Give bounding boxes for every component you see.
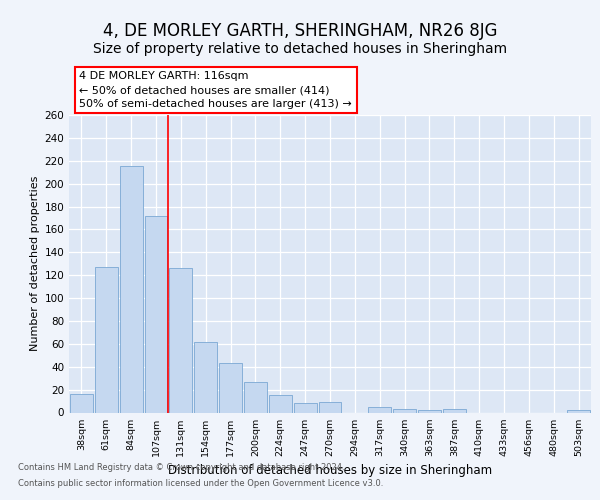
Text: 4 DE MORLEY GARTH: 116sqm
← 50% of detached houses are smaller (414)
50% of semi: 4 DE MORLEY GARTH: 116sqm ← 50% of detac… — [79, 71, 352, 109]
Bar — [194, 342, 217, 412]
Bar — [120, 166, 143, 412]
Bar — [294, 404, 317, 412]
Bar — [418, 410, 441, 412]
Y-axis label: Number of detached properties: Number of detached properties — [30, 176, 40, 352]
Bar — [145, 216, 167, 412]
Text: 4, DE MORLEY GARTH, SHERINGHAM, NR26 8JG: 4, DE MORLEY GARTH, SHERINGHAM, NR26 8JG — [103, 22, 497, 40]
Bar — [169, 268, 192, 412]
Text: Contains HM Land Registry data © Crown copyright and database right 2024.: Contains HM Land Registry data © Crown c… — [18, 464, 344, 472]
Bar — [319, 402, 341, 412]
Bar — [393, 409, 416, 412]
Bar — [219, 364, 242, 412]
Bar — [443, 409, 466, 412]
Bar — [368, 407, 391, 412]
Bar — [244, 382, 267, 412]
Bar — [269, 396, 292, 412]
X-axis label: Distribution of detached houses by size in Sheringham: Distribution of detached houses by size … — [168, 464, 492, 477]
Bar — [567, 410, 590, 412]
Bar — [95, 267, 118, 412]
Text: Size of property relative to detached houses in Sheringham: Size of property relative to detached ho… — [93, 42, 507, 56]
Text: Contains public sector information licensed under the Open Government Licence v3: Contains public sector information licen… — [18, 478, 383, 488]
Bar — [70, 394, 93, 412]
